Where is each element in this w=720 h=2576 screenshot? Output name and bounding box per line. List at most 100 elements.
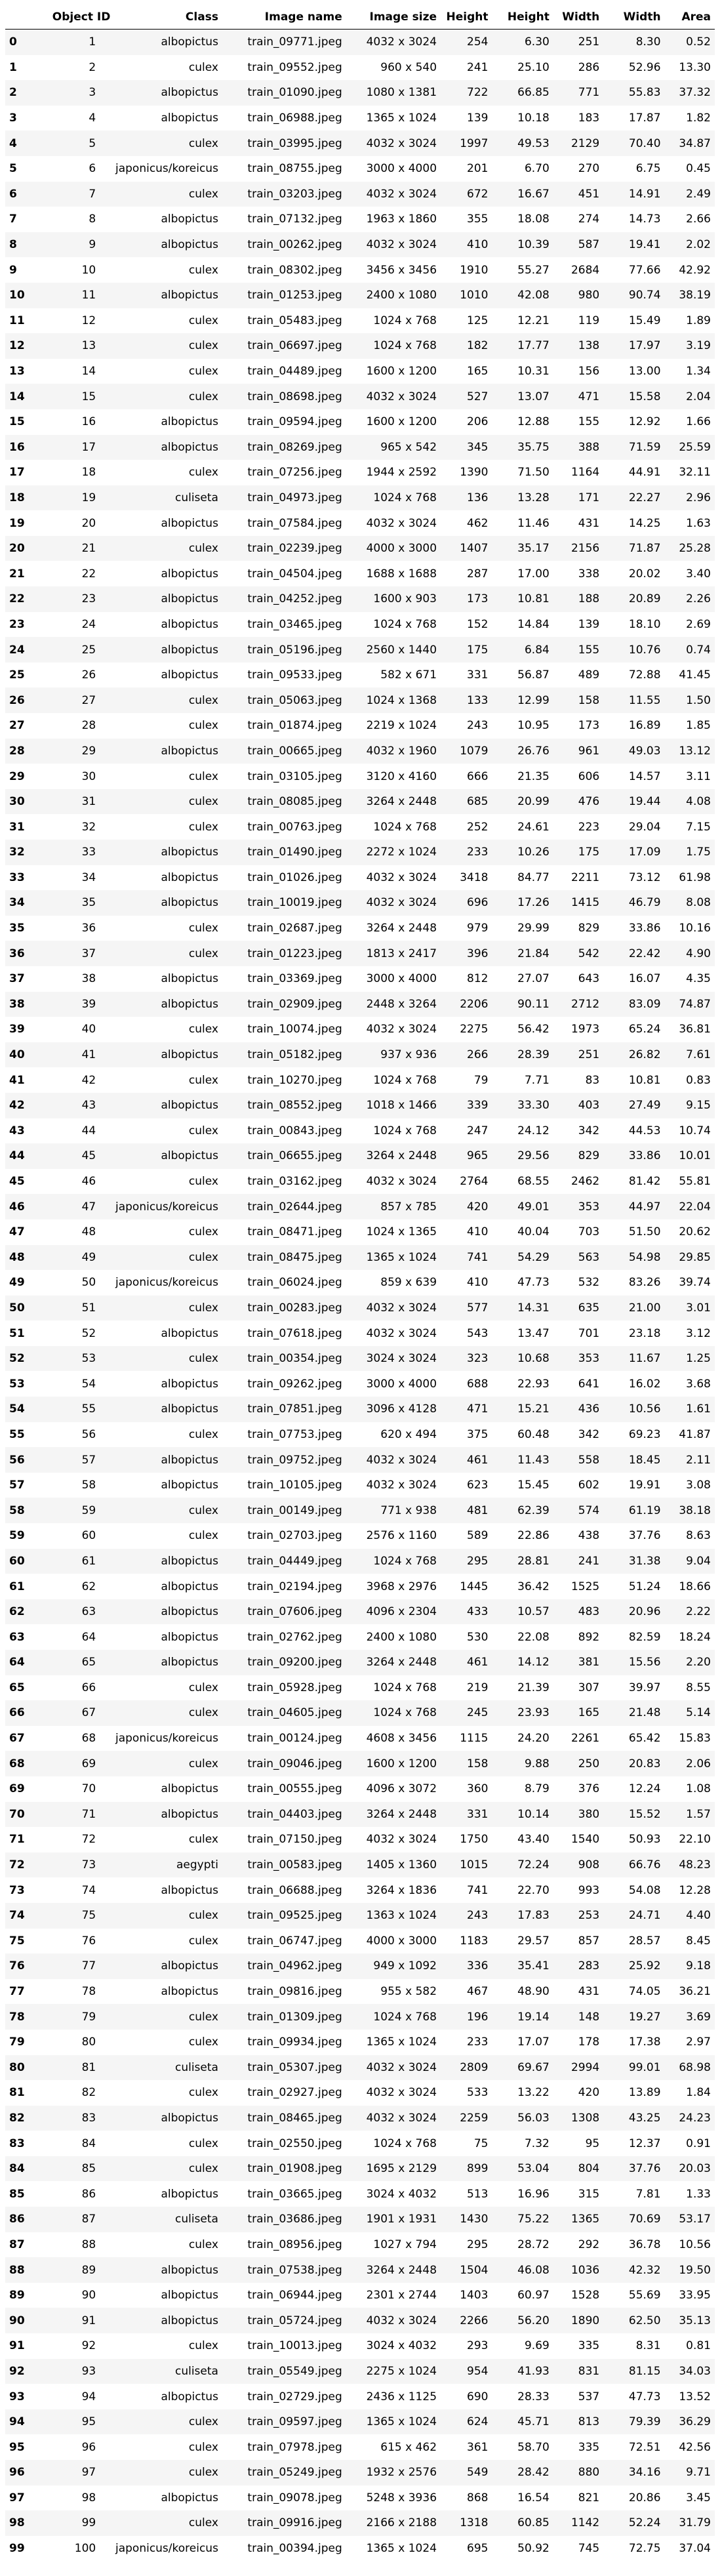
- cell-area: 10.74: [679, 1124, 711, 1137]
- cell-width-px: 1525: [570, 1580, 600, 1593]
- cell-image-size: 3120 x 4160: [366, 769, 437, 783]
- cell-height-px: 2809: [441, 2055, 492, 2081]
- table-row: 82 83 albopictus train_08465.jpeg 4032 x 302…: [5, 2105, 715, 2131]
- cell-class: culex: [188, 263, 218, 277]
- cell-image-size: 1024 x 768: [373, 2136, 437, 2150]
- cell-class: albopictus: [161, 516, 218, 530]
- cell-class: culex: [100, 1345, 222, 1372]
- cell-height-pct: 29.57: [517, 1934, 550, 1948]
- cell-image-name: train_09262.jpeg: [247, 1377, 342, 1391]
- cell-height-pct: 28.72: [517, 2238, 550, 2251]
- cell-height-pct: 45.71: [492, 2409, 553, 2435]
- cell-index: 29: [9, 769, 25, 783]
- cell-width-px: 606: [578, 769, 600, 783]
- cell-area: 4.40: [664, 1902, 715, 1929]
- cell-height-px: 245: [441, 1700, 492, 1726]
- cell-width-px: 1415: [553, 890, 604, 916]
- cell-height-px: 688: [467, 1377, 489, 1391]
- cell-area: 22.10: [679, 1833, 711, 1847]
- cell-image-name: train_01223.jpeg: [222, 941, 346, 966]
- cell-width-pct: 62.50: [603, 2308, 665, 2334]
- cell-object-id: 30: [81, 769, 96, 783]
- cell-width-pct: 49.03: [603, 738, 665, 764]
- cell-object-id: 29: [48, 738, 100, 764]
- cell-image-name: train_03105.jpeg: [247, 769, 342, 783]
- cell-image-size: 4096 x 3072: [366, 1782, 437, 1796]
- cell-area: 31.79: [664, 2510, 715, 2536]
- cell-width-pct: 47.73: [628, 2390, 661, 2403]
- cell-image-size: 3968 x 2976: [366, 1580, 437, 1593]
- cell-image-size: 1365 x 1024: [366, 112, 437, 125]
- cell-height-px: 182: [441, 333, 492, 359]
- cell-object-id: 19: [48, 485, 100, 511]
- cell-image-name: train_09597.jpeg: [222, 2409, 346, 2435]
- table-row: 45 46 culex train_03162.jpeg 4032 x 3024 2764…: [5, 1169, 715, 1195]
- cell-image-size: 1080 x 1381: [346, 80, 441, 106]
- cell-width-px: 335: [578, 2339, 600, 2353]
- cell-width-px: 95: [585, 2136, 600, 2150]
- cell-index: 46: [5, 1194, 49, 1219]
- cell-image-name: train_07538.jpeg: [222, 2257, 346, 2283]
- cell-index: 48: [5, 1244, 49, 1271]
- cell-width-px: 420: [578, 2086, 600, 2100]
- cell-image-size: 1901 x 1931: [346, 2207, 441, 2232]
- cell-index: 37: [9, 972, 25, 986]
- cell-index: 63: [9, 1630, 25, 1644]
- cell-area: 0.83: [686, 1073, 711, 1087]
- cell-width-pct: 11.55: [603, 687, 665, 714]
- cell-height-px: 133: [441, 687, 492, 714]
- cell-image-name: train_07618.jpeg: [247, 1326, 342, 1340]
- cell-height-px: 741: [467, 1883, 489, 1897]
- cell-object-id: 35: [48, 890, 100, 916]
- cell-object-id: 92: [81, 2339, 96, 2353]
- cell-area: 33.95: [679, 2289, 711, 2302]
- table-row: 21 22 albopictus train_04504.jpeg 1688 x 168…: [5, 561, 715, 586]
- cell-index: 22: [5, 586, 49, 612]
- cell-image-name: train_01490.jpeg: [222, 840, 346, 865]
- cell-width-px: 829: [553, 1143, 604, 1169]
- cell-height-pct: 14.84: [517, 617, 550, 631]
- cell-width-pct: 15.52: [603, 1801, 665, 1828]
- cell-area: 0.52: [664, 29, 715, 55]
- cell-image-name: train_09594.jpeg: [247, 415, 342, 429]
- cell-height-px: 741: [441, 1244, 492, 1271]
- cell-object-id: 96: [81, 2440, 96, 2454]
- cell-height-px: 1390: [460, 466, 489, 480]
- cell-height-pct: 26.76: [492, 738, 553, 764]
- cell-index: 90: [5, 2308, 49, 2334]
- cell-class: japonicus/koreicus: [115, 1732, 218, 1746]
- cell-class: albopictus: [100, 1801, 222, 1828]
- cell-image-size: 1963 x 1860: [366, 213, 437, 226]
- cell-image-size: 1024 x 768: [346, 1700, 441, 1726]
- cell-width-pct: 21.48: [603, 1700, 665, 1726]
- cell-width-px: 178: [578, 2035, 600, 2049]
- cell-object-id: 63: [48, 1599, 100, 1625]
- cell-height-pct: 14.12: [492, 1650, 553, 1675]
- cell-height-pct: 90.11: [492, 991, 553, 1017]
- cell-object-id: 80: [81, 2035, 96, 2049]
- cell-height-pct: 17.26: [492, 890, 553, 916]
- cell-image-size: 1695 x 2129: [346, 2156, 441, 2182]
- cell-width-px: 643: [578, 972, 600, 986]
- cell-image-name: train_02239.jpeg: [222, 535, 346, 562]
- cell-width-pct: 65.24: [628, 1023, 661, 1036]
- cell-height-pct: 10.57: [492, 1599, 553, 1625]
- cell-class: culex: [100, 1700, 222, 1726]
- cell-image-size: 5248 x 3936: [366, 2491, 437, 2504]
- cell-image-size: 1600 x 1200: [366, 365, 437, 378]
- cell-index: 33: [9, 870, 25, 884]
- cell-image-size: 4032 x 3024: [346, 232, 441, 258]
- cell-object-id: 56: [81, 1427, 96, 1441]
- cell-height-px: 243: [441, 1902, 492, 1929]
- cell-index: 92: [5, 2358, 49, 2384]
- cell-width-pct: 69.23: [628, 1427, 661, 1441]
- cell-image-name: train_05249.jpeg: [222, 2460, 346, 2485]
- cell-image-name: train_02729.jpeg: [247, 2390, 342, 2403]
- cell-width-pct: 20.96: [603, 1599, 665, 1625]
- cell-width-px: 139: [578, 617, 600, 631]
- cell-image-name: train_04403.jpeg: [222, 1801, 346, 1828]
- cell-height-px: 201: [467, 162, 489, 176]
- cell-image-size: 3264 x 2448: [346, 1143, 441, 1169]
- cell-object-id: 9: [48, 232, 100, 258]
- cell-area: 0.74: [664, 637, 715, 663]
